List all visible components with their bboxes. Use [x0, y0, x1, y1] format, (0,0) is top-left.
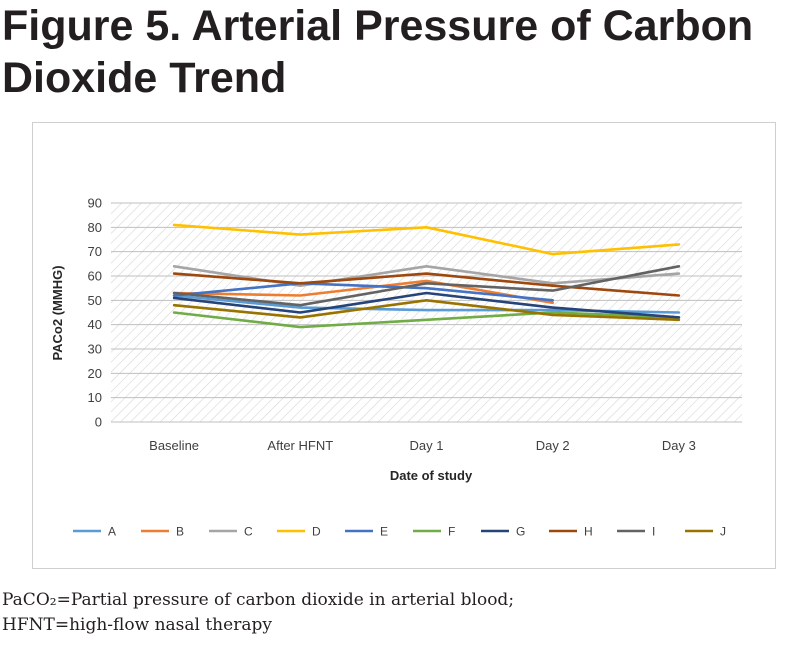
- legend-label: I: [652, 525, 655, 539]
- series-line-f: [172, 311, 681, 329]
- y-axis-title: PACo2 (MMHG): [50, 265, 65, 360]
- chart-frame: 0 10 20 30 40 50 60 70 80 90 Baseline After HFNT Da…: [32, 122, 776, 569]
- legend-label: G: [516, 525, 525, 539]
- figure-title: Figure 5. Arterial Pressure of Carbon Di…: [2, 0, 798, 104]
- x-axis-ticks: Baseline After HFNT Day 1 Day 2 Day 3: [149, 438, 696, 453]
- y-tick-label: 40: [88, 317, 102, 332]
- legend-label: A: [108, 525, 116, 539]
- legend-item-a: A: [73, 525, 116, 539]
- y-tick-label: 0: [95, 415, 102, 430]
- y-axis-ticks: 0 10 20 30 40 50 60 70 80 90: [88, 196, 102, 430]
- legend-item-j: J: [685, 525, 726, 539]
- series-line-b: [172, 279, 555, 305]
- line-chart: 0 10 20 30 40 50 60 70 80 90 Baseline After HFNT Da…: [50, 196, 742, 539]
- y-tick-label: 60: [88, 269, 102, 284]
- legend-item-c: C: [209, 525, 253, 539]
- legend-label: E: [380, 525, 388, 539]
- x-tick-label: Baseline: [149, 438, 199, 453]
- legend-label: F: [448, 525, 455, 539]
- x-axis-title: Date of study: [390, 468, 473, 483]
- legend-item-i: I: [617, 525, 655, 539]
- legend-item-b: B: [141, 525, 184, 539]
- series-line-g: [172, 291, 681, 319]
- x-tick-label: Day 1: [410, 438, 444, 453]
- figure-caption: PaCO₂=Partial pressure of carbon dioxide…: [2, 588, 798, 638]
- legend-label: C: [244, 525, 253, 539]
- series-lines: [172, 223, 681, 329]
- series-line-e: [172, 282, 555, 302]
- legend: A B C D E F G H I J: [73, 525, 726, 539]
- legend-item-e: E: [345, 525, 388, 539]
- legend-item-d: D: [277, 525, 321, 539]
- series-line-d: [172, 223, 681, 256]
- series-line-h: [172, 272, 681, 297]
- y-tick-label: 20: [88, 366, 102, 381]
- x-tick-label: After HFNT: [267, 438, 333, 453]
- figure-title-line-2: Dioxide Trend: [2, 54, 287, 102]
- y-tick-label: 70: [88, 244, 102, 259]
- y-tick-label: 50: [88, 293, 102, 308]
- legend-label: D: [312, 525, 321, 539]
- x-tick-label: Day 3: [662, 438, 696, 453]
- legend-label: J: [720, 525, 726, 539]
- x-tick-label: Day 2: [536, 438, 570, 453]
- y-tick-label: 90: [88, 196, 102, 211]
- figure-title-line-1: Figure 5. Arterial Pressure of Carbon: [2, 2, 754, 50]
- series-line-i: [172, 265, 681, 307]
- legend-item-f: F: [413, 525, 455, 539]
- y-tick-label: 10: [88, 390, 102, 405]
- y-tick-label: 80: [88, 220, 102, 235]
- legend-label: H: [584, 525, 593, 539]
- legend-item-g: G: [481, 525, 525, 539]
- caption-line-2: HFNT=high-flow nasal therapy: [2, 615, 272, 635]
- legend-item-h: H: [549, 525, 593, 539]
- y-tick-label: 30: [88, 342, 102, 357]
- series-line-j: [172, 299, 681, 322]
- legend-label: B: [176, 525, 184, 539]
- caption-line-1: PaCO₂=Partial pressure of carbon dioxide…: [2, 590, 515, 610]
